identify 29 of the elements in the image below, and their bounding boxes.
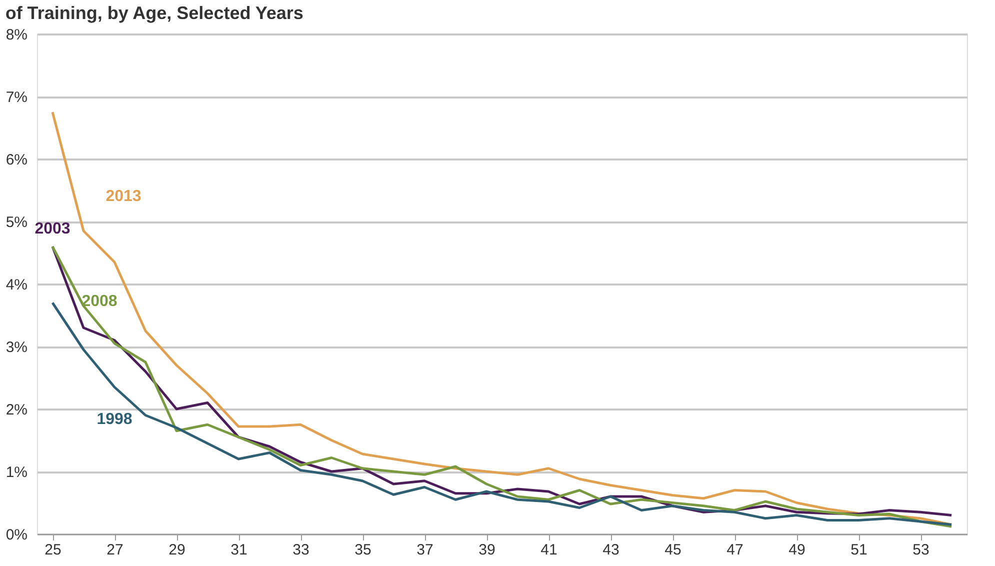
x-tick-label: 25 <box>44 542 62 558</box>
series-label: 2008 <box>82 292 118 310</box>
x-tick-label: 33 <box>292 542 310 558</box>
series-label: 1998 <box>96 411 132 428</box>
series-label: 2003 <box>34 220 70 238</box>
x-tick-label: 27 <box>106 542 124 558</box>
x-tick-label: 43 <box>602 542 620 558</box>
x-tick-label: 41 <box>540 542 558 558</box>
chart-title: of Training, by Age, Selected Years <box>5 3 304 23</box>
x-tick-label: 51 <box>850 542 868 558</box>
y-tick-label: 0% <box>6 526 28 544</box>
x-tick-label: 35 <box>354 542 372 558</box>
y-tick-label: 4% <box>6 276 28 294</box>
x-tick-label: 37 <box>416 542 434 558</box>
y-tick-label: 7% <box>6 89 28 106</box>
y-tick-label: 6% <box>6 152 28 168</box>
x-tick-label: 39 <box>478 542 496 558</box>
series-label: 2013 <box>106 188 142 205</box>
y-tick-label: 3% <box>6 339 28 356</box>
y-tick-label: 8% <box>6 26 28 44</box>
y-tick-label: 5% <box>6 214 28 231</box>
x-tick-label: 47 <box>726 542 744 558</box>
x-tick-label: 53 <box>912 542 930 558</box>
y-tick-label: 1% <box>6 464 28 481</box>
x-tick-label: 45 <box>664 542 682 558</box>
x-tick-label: 29 <box>168 542 186 558</box>
y-tick-label: 2% <box>6 402 28 418</box>
x-tick-label: 49 <box>788 542 806 558</box>
x-tick-label: 31 <box>230 542 248 558</box>
